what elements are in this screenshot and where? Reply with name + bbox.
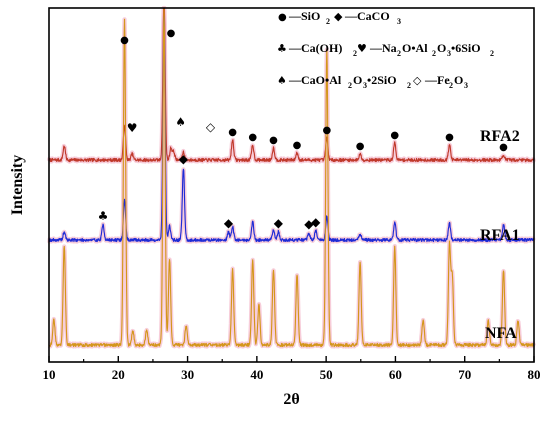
- sio2-marker-icon: ●: [445, 132, 454, 143]
- legend-fe2o3-label-a: —Fe: [424, 73, 450, 87]
- sio2-marker-icon: ●: [356, 141, 365, 152]
- legend-albite-label-c: O: [437, 41, 446, 55]
- legend-anorthite-sub-3: 2: [407, 81, 411, 90]
- legend-sio2-icon: ●: [278, 12, 287, 23]
- legend-caoh2-subscript: 2: [353, 49, 357, 58]
- legend-caoh2-label: —Ca(OH): [288, 41, 342, 55]
- legend-sio2-subscript: 2: [326, 17, 330, 26]
- legend-albite-sub-2: 2: [432, 49, 436, 58]
- sio2-marker-icon: ●: [499, 142, 508, 153]
- x-tick-label: 20: [112, 367, 125, 382]
- x-tick-label: 80: [528, 367, 541, 382]
- caco3-marker-icon: ◆: [311, 215, 321, 229]
- series-line-rfa1: [48, 15, 535, 243]
- series-label-nfa: NFA: [485, 325, 517, 342]
- caco3-marker-icon: ◆: [179, 152, 189, 166]
- x-axis-title: 2θ: [283, 391, 299, 408]
- caco3-marker-icon: ◆: [224, 216, 234, 230]
- x-tick-label: 10: [43, 367, 56, 382]
- sio2-marker-icon: ●: [269, 135, 278, 146]
- legend-albite-sub-1: 2: [397, 49, 401, 58]
- x-tick-label: 50: [320, 367, 333, 382]
- series-line-nfa: [48, 8, 535, 348]
- legend-anorthite-label-b: O: [353, 73, 362, 87]
- sio2-marker-icon: ●: [322, 125, 331, 136]
- x-tick-label: 70: [458, 367, 471, 382]
- x-tick-label: 60: [389, 367, 402, 382]
- sio2-marker-icon: ●: [167, 28, 176, 39]
- sio2-marker-icon: ●: [390, 130, 399, 141]
- sio2-marker-icon: ●: [248, 132, 257, 143]
- sio2-marker-icon: ●: [228, 127, 237, 138]
- x-tick-label: 30: [181, 367, 194, 382]
- legend-albite-label-b: O•Al: [402, 41, 428, 55]
- legend-fe2o3-sub-1: 2: [449, 81, 453, 90]
- legend-caoh2-icon: ♣: [277, 42, 287, 55]
- fe2o3-marker-icon: ◇: [206, 120, 216, 134]
- legend-albite-sub-3: 3: [447, 49, 451, 58]
- legend-anorthite-sub-2: 3: [363, 81, 367, 90]
- legend-albite-label-d: •6SiO: [451, 41, 481, 55]
- x-tick-label: 40: [250, 367, 263, 382]
- legend-caco3-subscript: 3: [397, 17, 401, 26]
- legend-fe2o3-sub-2: 3: [464, 81, 468, 90]
- caoh2-marker-icon: ♣: [98, 209, 109, 223]
- series-label-rfa1: RFA1: [480, 227, 520, 244]
- series-label-rfa2: RFA2: [480, 128, 520, 145]
- anorthite-marker-icon: ♠: [175, 115, 186, 129]
- legend-anorthite-label-c: •2SiO: [367, 73, 397, 87]
- legend-anorthite-sub-1: 2: [348, 81, 352, 90]
- sio2-marker-icon: ●: [120, 35, 129, 46]
- legend-fe2o3-label-b: O: [454, 73, 463, 87]
- legend-albite-sub-4: 2: [490, 49, 494, 58]
- legend-caco3-label: —CaCO: [344, 9, 390, 23]
- albite-marker-icon: ♥: [127, 121, 138, 135]
- legend-fe2o3-icon: ◇: [413, 74, 422, 87]
- legend: ● —SiO 2 ◆ —CaCO 3♣ —Ca(OH) 2 ♥ —Na 2 O•Al 2 O 3 •6SiO 2…: [277, 9, 494, 90]
- legend-caco3-icon: ◆: [334, 10, 343, 23]
- legend-anorthite-label-a: —CaO•Al: [288, 73, 342, 87]
- series-line-rfa2: [48, 7, 535, 163]
- sio2-marker-icon: ●: [293, 140, 302, 151]
- caco3-marker-icon: ◆: [274, 216, 284, 230]
- legend-albite-label-a: —Na: [369, 41, 397, 55]
- caco3-marker-icon: ◆: [304, 217, 314, 231]
- series-glow-nfa: [47, 7, 537, 349]
- y-axis-title: Intensity: [9, 155, 26, 215]
- legend-anorthite-icon: ♠: [277, 74, 287, 87]
- legend-sio2-label: —SiO: [288, 9, 320, 23]
- legend-albite-icon: ♥: [357, 42, 367, 55]
